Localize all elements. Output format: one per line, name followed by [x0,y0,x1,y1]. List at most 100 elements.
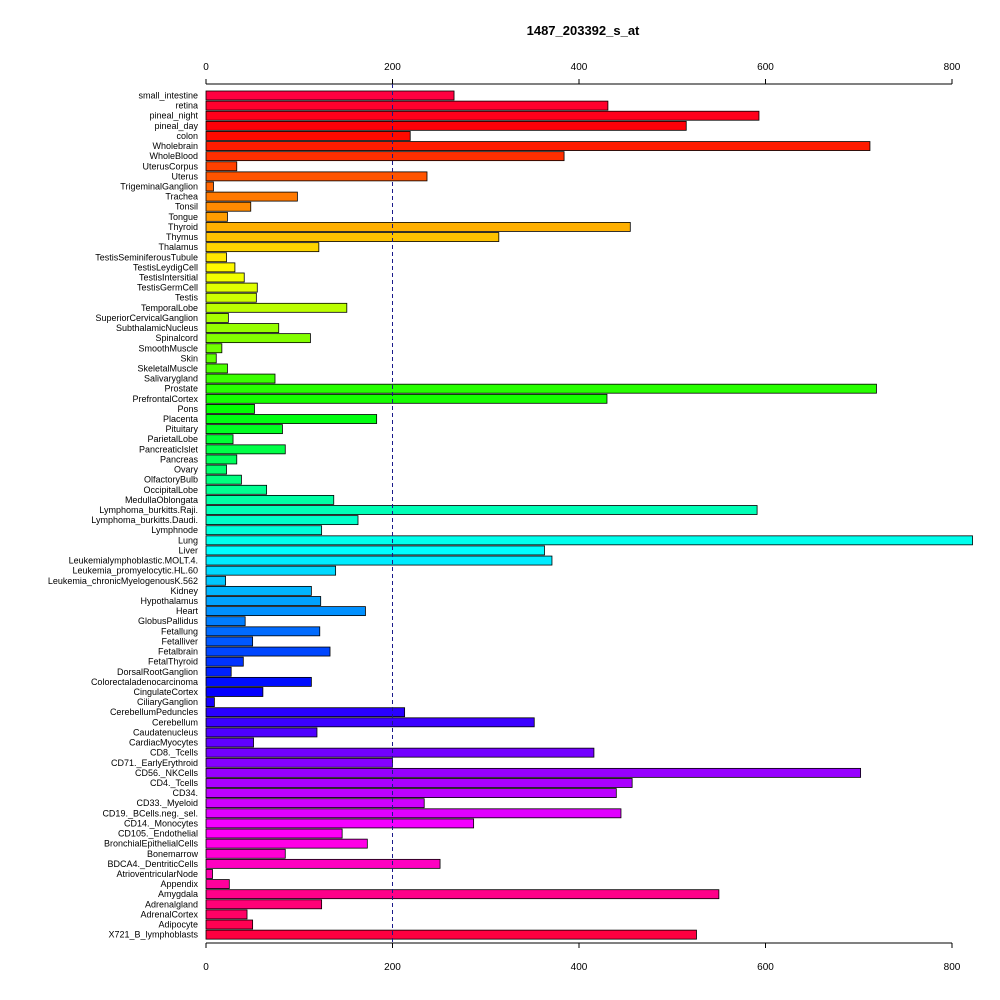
bar [205,788,617,798]
category-label: Adipocyte [158,920,198,930]
category-label: Spinalcord [155,333,198,343]
bar [205,616,246,627]
bar [205,282,258,293]
bar [205,828,343,839]
bar [205,181,214,192]
category-label: CD19._BCells.neg._sel. [102,808,198,818]
bar [205,767,862,778]
category-label: Fetallung [161,626,198,636]
bar [205,242,320,253]
bar [205,424,283,435]
category-label: SkeletalMuscle [137,363,198,373]
bar [205,697,215,707]
category-label: Pituitary [165,424,198,434]
bar [205,414,378,424]
bar [205,262,236,273]
category-label: pineal_day [154,121,198,131]
category-label: CD8._Tcells [150,748,199,758]
category-label: FetalThyroid [148,657,198,667]
category-label: Wholebrain [152,141,198,151]
bar [205,505,758,515]
category-label: AtrioventricularNode [116,869,198,879]
category-label: GlobusPallidus [138,616,199,626]
category-label: BronchialEpithelialCells [104,839,199,849]
bottom-tick-label: 0 [203,962,209,973]
bottom-tick-label: 800 [944,962,961,973]
category-label: Tongue [168,212,198,222]
bar [205,141,871,151]
chart-title: 1487_203392_s_at [527,23,640,38]
bar [205,838,368,849]
bar [205,131,411,141]
bar [205,535,973,546]
category-label: small_intestine [138,91,198,101]
bar [205,313,229,323]
bar [205,899,323,910]
category-label: Leukemia_chronicMyelogenousK.562 [48,576,198,586]
category-label: CD4._Tcells [150,778,199,788]
bar [205,596,322,606]
category-label: CD33._Myeloid [136,798,198,808]
category-label: retina [175,101,198,111]
category-label: TestisGermCell [137,283,198,293]
category-label: Colorectaladenocarcinoma [91,677,198,687]
bar [205,120,687,131]
category-label: Salivarygland [144,374,198,384]
category-label: Lymphoma_burkitts.Raji. [99,505,198,515]
bar [205,707,406,718]
bar [205,292,257,303]
bar [205,889,720,900]
bar [205,636,254,647]
category-label: CD14._Monocytes [124,818,199,828]
category-label: CD34. [172,788,198,798]
bar [205,211,228,222]
bar [205,818,475,829]
category-label: Amygdala [158,889,198,899]
category-label: MedullaOblongata [125,495,198,505]
category-label: OccipitalLobe [143,485,198,495]
category-label: CD71._EarlyErythroid [111,758,198,768]
bar [205,919,254,930]
bars [205,90,973,940]
bar [205,525,323,536]
top-tick-label: 800 [944,62,961,73]
top-tick-label: 200 [384,62,401,73]
category-label: Liver [178,545,198,555]
bar [205,494,335,505]
bar [205,929,697,940]
bar [205,110,760,121]
category-label: OlfactoryBulb [144,475,198,485]
category-label: Prostate [164,384,198,394]
category-label: TemporalLobe [141,303,198,313]
category-label: Fetalliver [161,636,198,646]
bar [205,626,321,637]
bar [205,272,245,283]
bar [205,778,633,788]
bar [205,434,234,445]
bar [205,191,298,202]
category-label: SuperiorCervicalGanglion [95,313,198,323]
bar [205,606,366,617]
bar [205,393,608,404]
category-label: SmoothMuscle [138,343,198,353]
bar [205,869,213,879]
category-label: PrefrontalCortex [132,394,198,404]
category-label: CingulateCortex [133,687,198,697]
bar [205,383,877,394]
top-tick-label: 0 [203,62,209,73]
category-label: Leukemialymphoblastic.MOLT.4. [69,556,198,566]
category-label: UterusCorpus [142,161,198,171]
bar [205,252,227,263]
top-tick-label: 600 [757,62,774,73]
bar [205,646,331,657]
category-label: Cerebellum [152,717,198,727]
bar [205,90,455,101]
bar [205,858,441,869]
bottom-tick-label: 400 [571,962,588,973]
category-label: Pons [177,404,198,414]
bar [205,666,232,677]
bar [205,323,280,333]
bar [205,302,348,313]
bar [205,222,631,232]
